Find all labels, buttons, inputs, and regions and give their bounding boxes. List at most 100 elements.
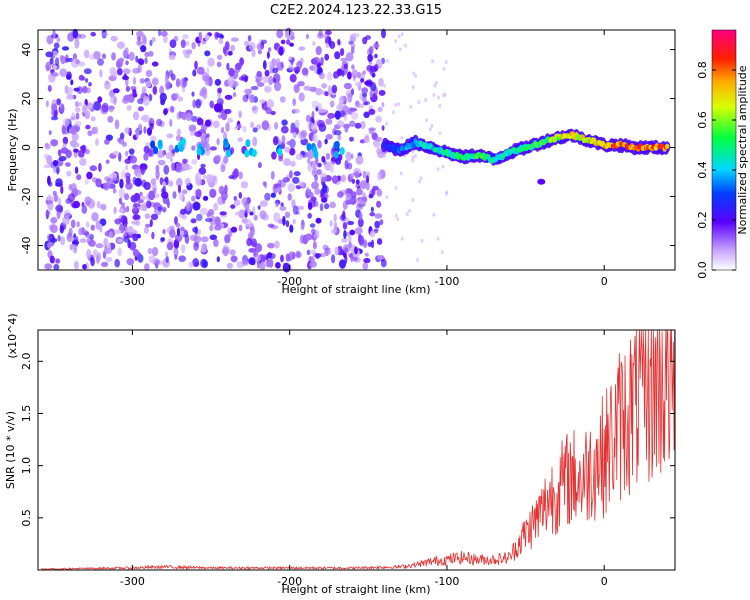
noise-blob	[341, 213, 346, 220]
noise-blob	[126, 258, 135, 266]
noise-blob	[133, 192, 141, 202]
noise-blob	[271, 151, 277, 160]
noise-blob	[284, 211, 291, 219]
noise-blob	[217, 87, 223, 94]
noise-blob	[50, 139, 59, 147]
noise-blob	[285, 30, 292, 40]
noise-blob	[290, 61, 294, 65]
noise-blob	[156, 118, 163, 127]
noise-blob	[241, 197, 250, 206]
x-tick-label: -200	[277, 275, 302, 288]
noise-blob	[122, 49, 128, 59]
noise-blob	[414, 74, 418, 78]
noise-blob	[248, 41, 256, 52]
noise-blob	[102, 182, 110, 191]
noise-blob	[314, 174, 318, 182]
snr-x-label: Height of straight line (km)	[281, 583, 430, 596]
noise-blob	[124, 193, 130, 201]
noise-blob	[53, 263, 60, 271]
noise-blob	[360, 78, 365, 83]
noise-blob	[45, 100, 49, 108]
noise-blob	[49, 255, 55, 264]
noise-blob	[281, 135, 286, 145]
noise-blob	[217, 196, 225, 206]
snr-frame	[37, 329, 676, 571]
noise-blob	[191, 91, 195, 97]
noise-blob	[164, 74, 168, 83]
noise-blob	[50, 116, 59, 121]
noise-blob	[90, 116, 96, 122]
noise-blob	[83, 68, 92, 75]
noise-blob	[84, 110, 91, 120]
noise-blob	[249, 211, 254, 216]
noise-blob	[289, 170, 293, 179]
colorbar-tick-label: 0.2	[696, 211, 709, 229]
spectrogram-x-ticks: -300 -200 -100 0	[120, 30, 608, 288]
noise-blob	[381, 125, 385, 131]
noise-blob	[118, 188, 126, 198]
noise-blob	[244, 75, 248, 83]
noise-blob	[103, 237, 109, 247]
noise-blob	[141, 34, 146, 44]
noise-blob	[46, 155, 53, 165]
noise-blob	[212, 120, 220, 129]
y-tick-label: 0	[20, 144, 33, 151]
noise-blob	[188, 261, 194, 268]
noise-blob	[53, 42, 60, 49]
noise-blob	[105, 159, 110, 164]
signal-cluster	[157, 139, 163, 148]
noise-blob	[270, 192, 276, 198]
noise-blob	[343, 82, 352, 90]
noise-blob	[375, 115, 382, 123]
noise-blob	[95, 178, 102, 188]
noise-blob	[440, 250, 444, 255]
noise-blob	[275, 262, 281, 269]
noise-blob	[256, 262, 261, 269]
noise-blob	[425, 118, 428, 123]
noise-blob	[141, 86, 147, 95]
noise-blob	[227, 76, 235, 86]
noise-blob	[47, 201, 54, 211]
noise-blob	[148, 50, 154, 57]
noise-blob	[207, 208, 215, 217]
noise-blob	[290, 128, 295, 134]
noise-blob	[317, 162, 322, 168]
noise-blob	[165, 255, 169, 263]
noise-blob	[82, 104, 88, 114]
signal-cluster	[313, 150, 319, 159]
noise-blob	[270, 171, 275, 180]
noise-blob	[141, 179, 147, 188]
noise-blob	[292, 131, 297, 139]
noise-blob	[295, 250, 301, 259]
noise-blob	[215, 154, 222, 162]
noise-blob	[66, 86, 73, 96]
noise-blob	[152, 85, 158, 95]
noise-blob	[125, 164, 129, 171]
noise-blob	[218, 37, 224, 45]
noise-blob	[128, 51, 135, 61]
noise-blob	[297, 81, 305, 87]
noise-blob	[369, 45, 374, 55]
noise-blob	[115, 60, 121, 69]
noise-blob	[169, 119, 173, 127]
noise-blob	[376, 200, 382, 208]
noise-blob	[242, 125, 247, 133]
noise-blob	[230, 255, 238, 263]
noise-blob	[383, 83, 387, 88]
noise-blob	[98, 162, 102, 172]
noise-blob	[201, 236, 209, 243]
noise-blob	[247, 231, 254, 239]
noise-blob	[441, 164, 445, 169]
noise-blob	[309, 261, 317, 268]
noise-blob	[303, 85, 311, 91]
noise-blob	[238, 76, 245, 81]
noise-blob	[55, 57, 60, 67]
noise-blob	[114, 218, 122, 225]
noise-blob	[175, 166, 183, 173]
noise-blob	[75, 112, 80, 120]
noise-blob	[112, 177, 120, 182]
noise-blob	[114, 119, 120, 130]
noise-blob	[411, 198, 415, 202]
noise-blob	[133, 202, 141, 208]
